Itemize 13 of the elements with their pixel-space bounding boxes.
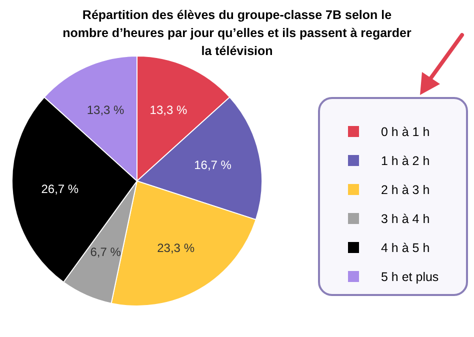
data-label: 23,3 %	[157, 241, 195, 256]
legend-label: 5 h et plus	[381, 270, 439, 284]
legend-label: 1 h à 2 h	[381, 154, 430, 168]
data-label: 13,3 %	[150, 103, 188, 118]
data-label: 6,7 %	[90, 244, 122, 259]
legend-label: 0 h à 1 h	[381, 124, 430, 138]
legend-label: 3 h à 4 h	[381, 212, 430, 226]
data-label: 26,7 %	[41, 182, 79, 196]
chart-title: Répartition des élèves du groupe-classe 7B selon le nombre d’heures par jour qu’elles et ils passent à regarder la télévision	[62, 7, 412, 60]
data-label: 13,3 %	[86, 103, 125, 118]
data-label: 16,7 %	[194, 158, 232, 172]
legend-label: 2 h à 3 h	[381, 182, 430, 196]
legend-label: 4 h à 5 h	[381, 240, 430, 254]
